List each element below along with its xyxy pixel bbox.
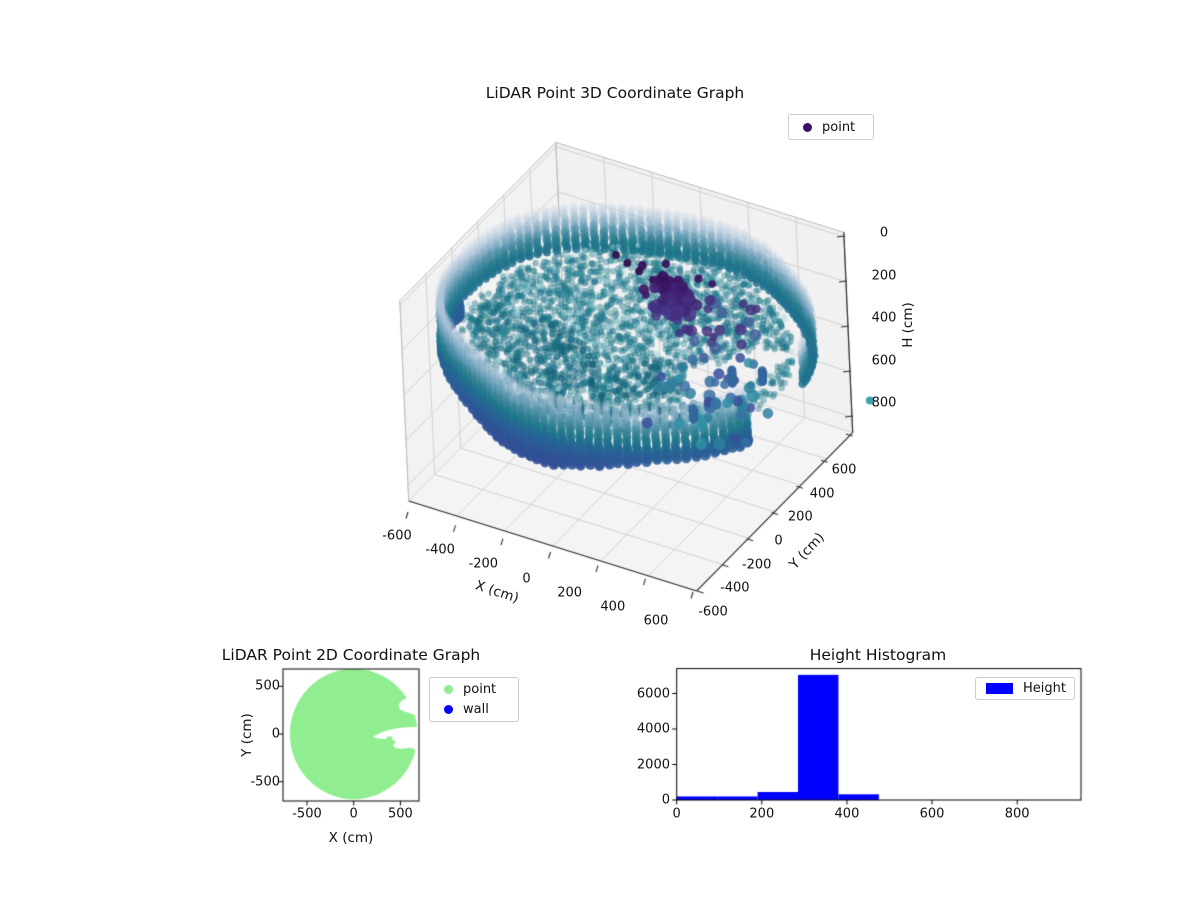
tick-label: 0 <box>661 792 670 808</box>
tick-label: 0 <box>672 806 681 822</box>
plot2d-title: LiDAR Point 2D Coordinate Graph <box>221 646 481 664</box>
tick-label: 600 <box>919 806 945 822</box>
tick-label: -200 <box>741 557 772 573</box>
legend-label-height: Height <box>1023 681 1066 696</box>
plot3d-zlabel: H (cm) <box>900 302 916 348</box>
tick-label: -500 <box>292 806 322 822</box>
tick-label: -600 <box>382 528 412 544</box>
point-marker-icon <box>444 685 453 695</box>
plot3d-title: LiDAR Point 3D Coordinate Graph <box>485 84 745 102</box>
tick-label: 400 <box>809 486 835 502</box>
tick-label: 600 <box>871 353 897 368</box>
tick-label: 6000 <box>636 686 670 701</box>
tick-label: 200 <box>557 585 583 601</box>
tick-label: -400 <box>425 542 455 558</box>
plot2d-ylabel: Y (cm) <box>239 713 255 757</box>
tick-label: 600 <box>831 462 857 478</box>
tick-label: 500 <box>387 806 413 822</box>
plot2d-legend: point wall <box>429 677 519 722</box>
tick-label: 500 <box>255 678 280 694</box>
tick-label: -500 <box>250 774 280 790</box>
tick-label: 400 <box>871 310 897 326</box>
plot2d-xlabel: X (cm) <box>328 830 374 846</box>
tick-label: 200 <box>787 509 813 525</box>
tick-label: -400 <box>720 580 750 596</box>
legend-label-point: point <box>822 119 856 135</box>
plot3d-legend: point <box>788 114 874 140</box>
tick-label: 400 <box>600 599 626 615</box>
hist-legend: Height <box>975 677 1075 700</box>
tick-label: 0 <box>774 533 783 549</box>
legend-label-point: point <box>463 682 497 698</box>
tick-label: 4000 <box>636 721 670 737</box>
tick-label: 0 <box>271 726 280 742</box>
height-swatch-icon <box>986 683 1013 694</box>
legend-row-wall: wall <box>436 700 512 720</box>
hist-title: Height Histogram <box>809 646 947 664</box>
tick-label: 0 <box>522 571 531 586</box>
point-marker-icon <box>803 122 812 132</box>
tick-label: 400 <box>834 806 860 822</box>
legend-row-height: Height <box>982 680 1068 697</box>
tick-label: 800 <box>871 395 897 411</box>
legend-row-point: point <box>436 680 512 700</box>
wall-marker-icon <box>444 704 453 714</box>
tick-label: 2000 <box>636 757 670 772</box>
tick-label: 200 <box>749 806 775 822</box>
legend-label-wall: wall <box>463 701 489 717</box>
tick-label: -200 <box>468 556 499 572</box>
tick-label: 0 <box>349 806 358 822</box>
tick-label: 0 <box>879 225 889 241</box>
tick-label: -600 <box>698 604 728 620</box>
tick-label: 200 <box>871 268 897 283</box>
tick-label: 600 <box>643 613 669 629</box>
legend-row-point: point <box>795 117 867 137</box>
tick-label: 800 <box>1004 806 1030 822</box>
